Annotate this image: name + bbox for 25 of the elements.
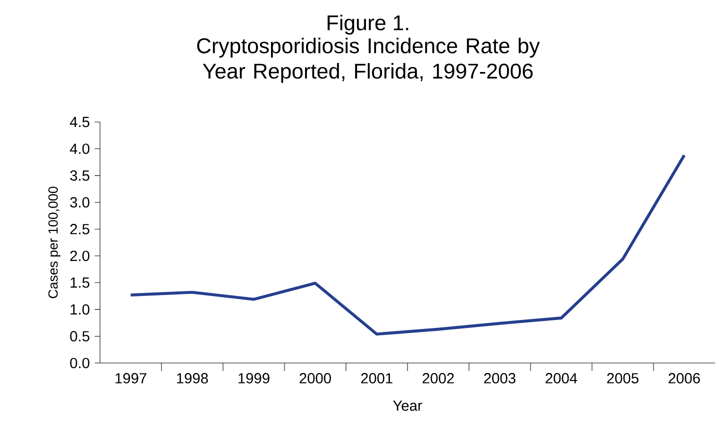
x-tick-label: 1997 [116,373,146,384]
chart-subtitle: Cryptosporidiosis Incidence Rate by Year Reported, Florida, 1997-2006 [197,38,540,83]
y-tick-label: 2.5 [70,224,90,234]
y-tick-label: 0.0 [70,358,90,368]
x-tick-label: 1998 [177,373,208,384]
x-tick-label: 2000 [300,373,331,384]
x-tick-label: 2002 [422,373,454,384]
x-tick-label: 1999 [238,373,270,384]
y-tick-label: 2.0 [70,250,90,262]
y-tick-label: 4.0 [70,144,90,154]
y-tick-label: 3.5 [70,170,90,181]
x-tick-label: 2003 [484,373,516,384]
y-tick-label: 0.5 [70,331,90,342]
x-tick-label: 2005 [607,373,638,384]
x-axis-title: Year [393,400,422,411]
x-tick-label: 2001 [361,373,392,384]
y-tick-label: 1.5 [70,278,90,288]
y-axis-title: Cases per 100,000 [48,186,60,298]
x-tick-label: 2004 [546,373,578,384]
y-tick-label: 3.0 [70,197,90,208]
y-tick-label: 4.5 [70,116,90,128]
y-tick-label: 1.0 [70,304,90,315]
line-series [129,154,686,336]
chart-title: Figure 1. [328,14,408,35]
x-tick-label: 2006 [668,373,700,384]
